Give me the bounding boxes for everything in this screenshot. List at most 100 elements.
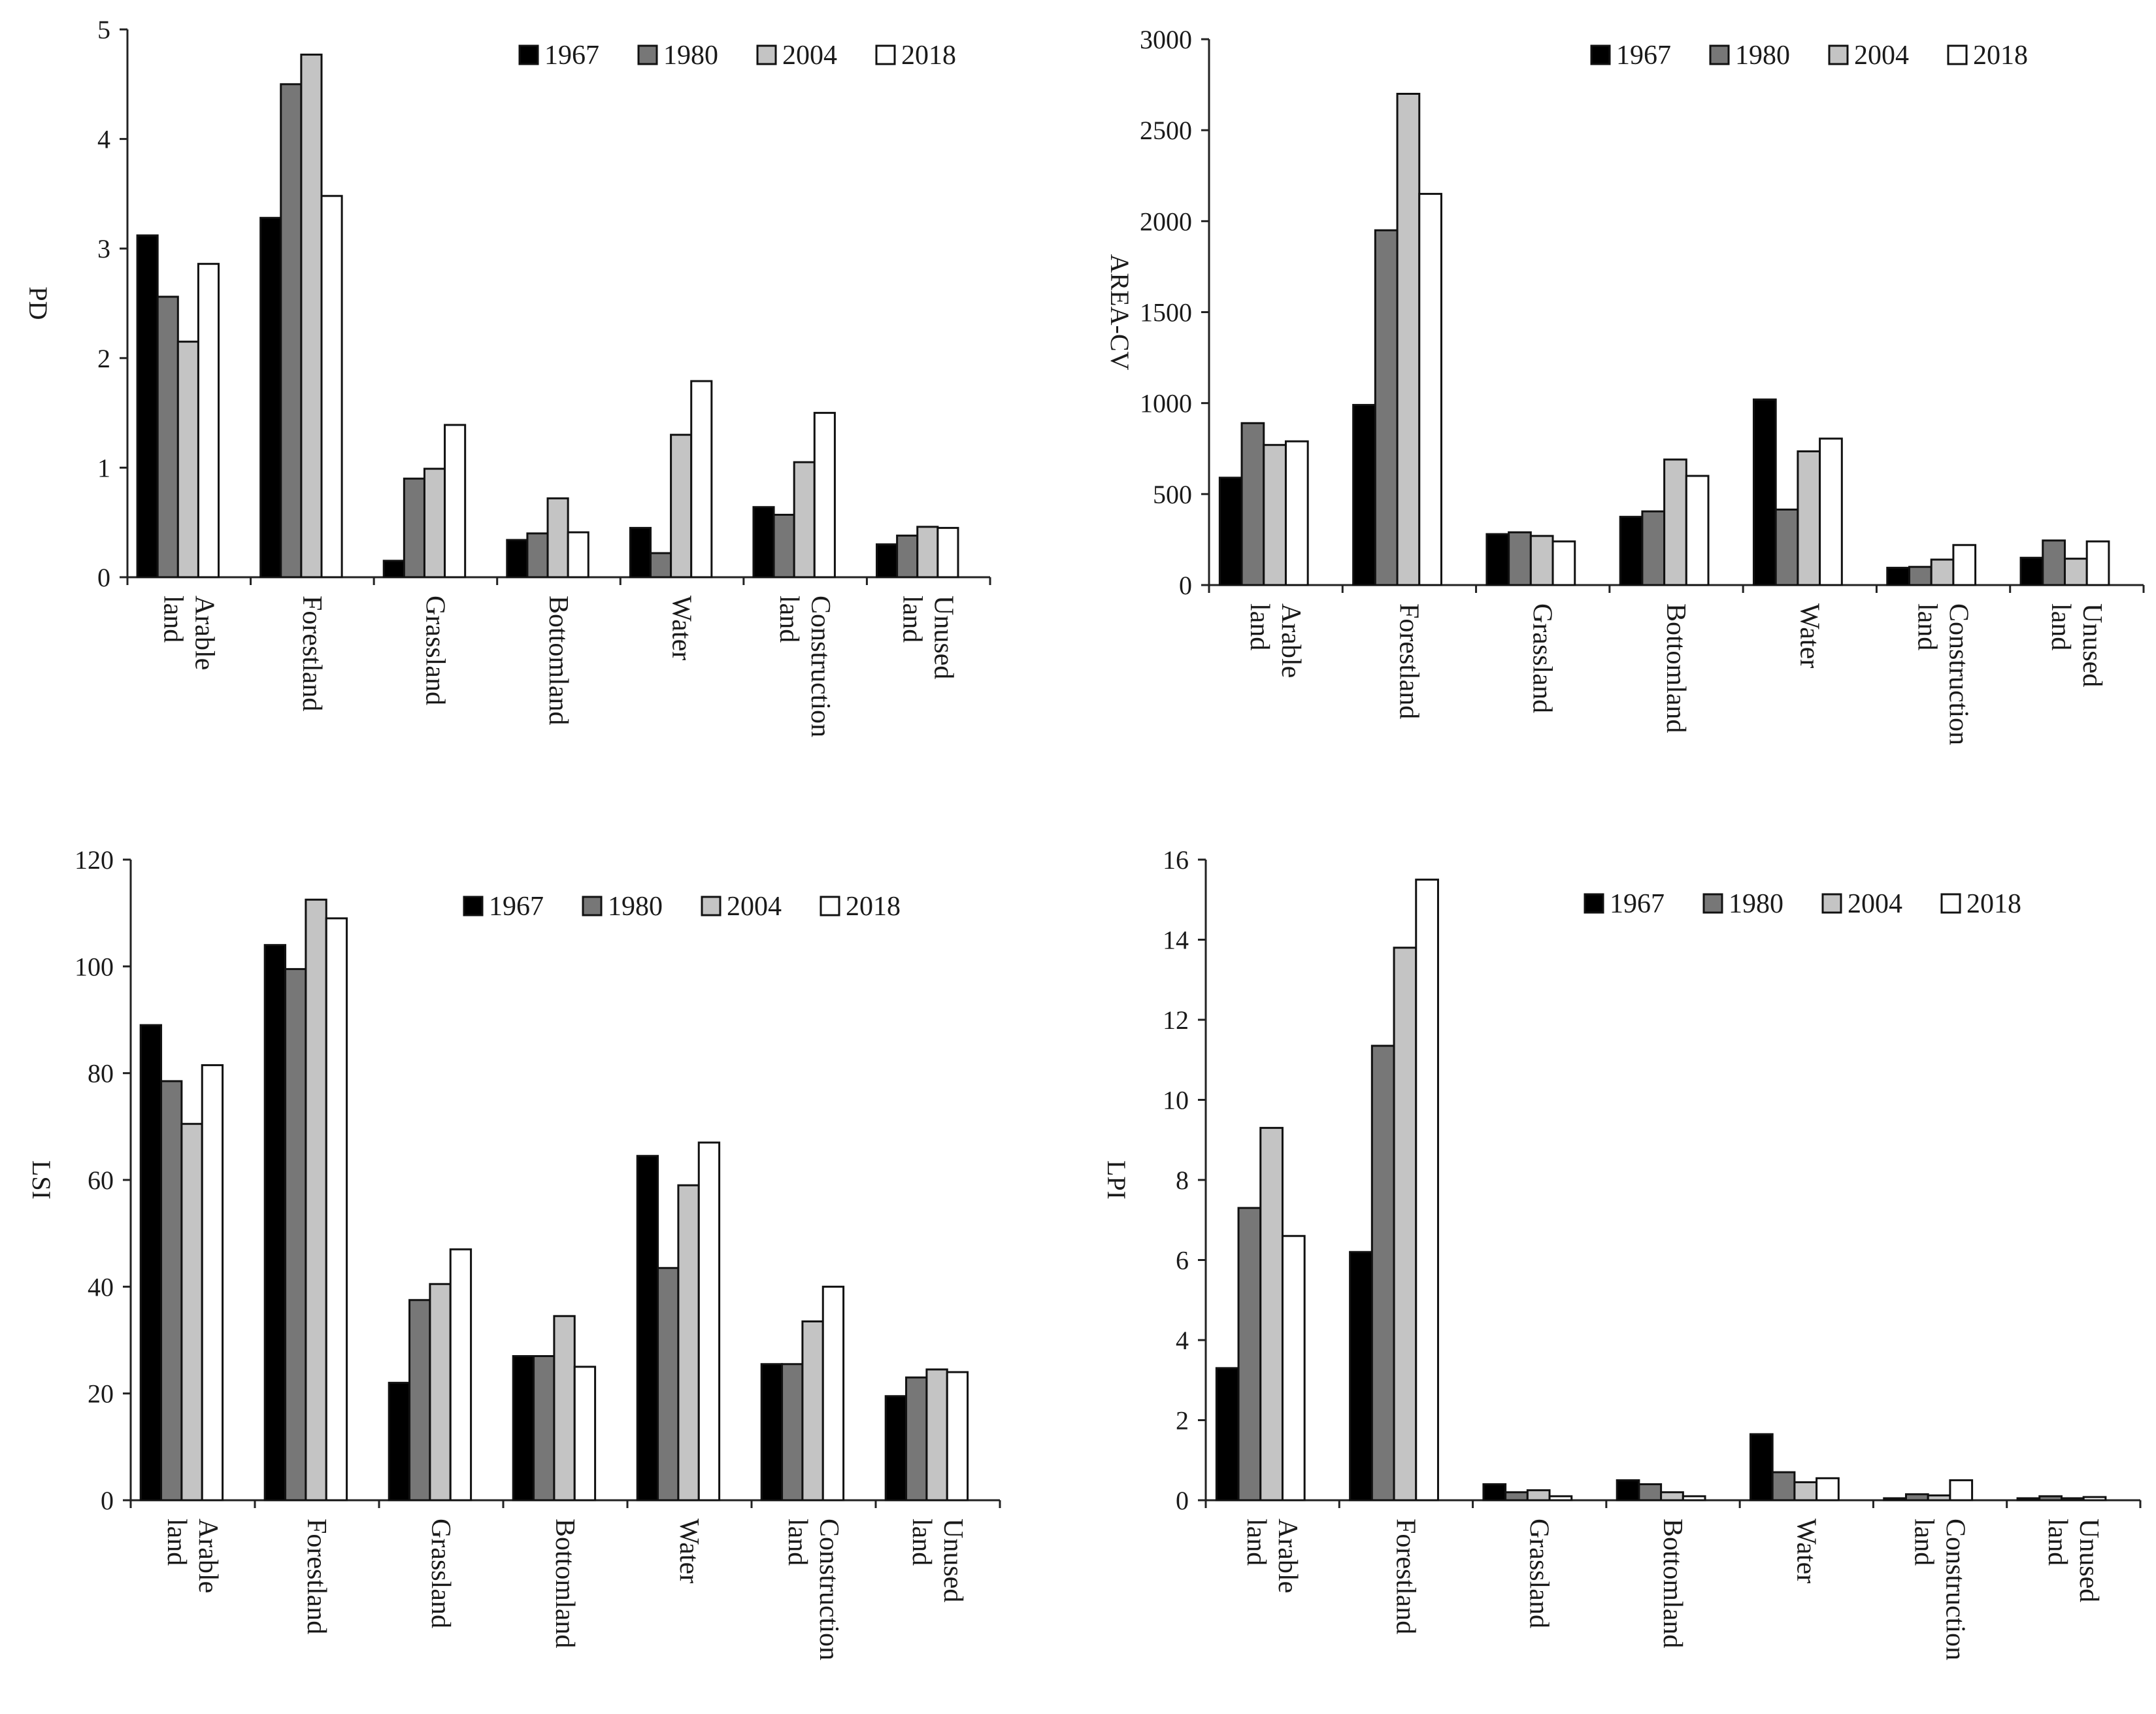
y-axis-title: AREA-CV [1105,254,1135,371]
y-tick-label: 40 [88,1272,114,1302]
category-label: Forestland [301,1519,331,1634]
y-axis-title: LPI [1102,1160,1131,1200]
category-label: Water [667,596,697,660]
y-tick-label: 2 [97,344,110,373]
bar-pd-2018-forestland [320,195,343,579]
y-tick-label: 80 [88,1059,114,1088]
bar-lsi-1967-bottomland [512,1355,535,1502]
bar-pd-1967-grassland [382,560,405,579]
category-label-line: Forestland [1390,1519,1420,1634]
category-label-line: Grassland [1524,1519,1554,1628]
category-label-line: Forestland [301,1519,331,1634]
bar-lpi-2018-water [1816,1477,1840,1502]
legend-swatch-1967 [518,44,539,65]
legend-swatch-1980 [1709,44,1730,65]
bar-lsi-1980-construction-land [781,1363,804,1502]
bar-area-cv-1967-construction-land [1886,567,1910,586]
bar-lpi-2004-arable-land [1259,1126,1284,1502]
legend: 1967 1980 2004 2018 [1584,889,2021,919]
category-label: Bottomland [550,1519,580,1648]
category-label-line: Unused [929,596,959,679]
bar-pd-1980-forestland [280,83,303,579]
bar-pd-2004-forestland [300,54,323,579]
category-label-line: land [2046,603,2076,650]
bar-area-cv-1980-construction-land [1908,565,1932,586]
bar-pd-1967-water [629,527,652,579]
legend-swatch-2018 [820,896,840,916]
legend-label-1967: 1967 [1616,41,1671,71]
bar-pd-1980-construction-land [772,513,795,579]
legend-label-1967: 1967 [544,41,599,71]
category-label: Forestland [1393,603,1423,719]
category-label: Forestland [1390,1519,1420,1634]
y-tick-label: 0 [101,1486,114,1515]
bar-area-cv-1980-arable-land [1240,422,1265,586]
bar-area-cv-1980-water [1774,508,1799,586]
legend-swatch-1980 [1702,893,1723,914]
y-tick-label: 120 [75,845,114,875]
legend-label-2004: 2004 [1854,41,1909,71]
category-label-line: land [906,1519,937,1566]
category-label-line: Grassland [425,1519,456,1628]
category-label: Bottomland [543,596,573,725]
bar-lsi-1967-construction-land [760,1363,784,1502]
bar-lsi-1967-arable-land [139,1024,163,1502]
bar-pd-2004-unused-land [916,526,939,579]
legend-swatch-1967 [463,896,484,916]
bar-lpi-2004-construction-land [1927,1494,1951,1502]
bar-lpi-2018-unused-land [2082,1496,2107,1502]
bar-pd-1980-grassland [403,477,425,579]
y-tick-label: 5 [97,15,110,44]
category-label-line: land [1244,603,1274,650]
bar-lpi-1967-grassland [1482,1483,1507,1502]
legend-label-2004: 2004 [727,892,782,922]
category-label-line: land [158,596,188,643]
bar-area-cv-2018-unused-land [2085,540,2110,586]
y-tick-label: 60 [88,1166,114,1195]
legend-label-2018: 2018 [1966,889,2021,919]
category-label-line: Grassland [420,596,450,705]
bar-pd-2004-water [670,433,693,579]
bar-lsi-2018-construction-land [821,1285,845,1502]
bar-lpi-2018-grassland [1548,1495,1573,1502]
category-label-line: Water [667,596,697,660]
legend-swatch-1980 [637,44,658,65]
bar-pd-2018-construction-land [813,412,836,579]
bar-pd-2018-grassland [444,424,467,579]
category-label: Grassland [420,596,450,705]
y-tick-label: 2500 [1140,116,1192,145]
legend-swatch-1967 [1584,893,1604,914]
category-label-line: land [897,596,927,643]
bar-lsi-2004-arable-land [180,1122,203,1502]
y-tick-label: 3 [97,234,110,263]
bar-lpi-1980-unused-land [2038,1495,2063,1502]
legend-label-1980: 1980 [1735,41,1790,71]
legend-label-2018: 2018 [1973,41,2028,71]
y-tick-label: 0 [1179,571,1192,600]
category-label-line: Forestland [297,596,327,711]
category-label-line: Bottomland [1657,1519,1687,1648]
category-label-line: Arable [1272,1519,1302,1593]
y-tick-label: 3000 [1140,25,1192,54]
category-label: Bottomland [1661,603,1691,733]
legend-swatch-2004 [756,44,777,65]
category-label: Grassland [1527,603,1557,713]
category-label-line: Construction [1944,603,1974,745]
category-label: Water [674,1519,704,1583]
legend-label-2018: 2018 [901,41,956,71]
y-tick-label: 4 [1176,1326,1189,1355]
legend-swatch-1967 [1590,44,1611,65]
bar-lsi-2018-bottomland [573,1366,597,1502]
bar-area-cv-2018-bottomland [1685,475,1710,586]
category-label-line: Bottomland [550,1519,580,1648]
